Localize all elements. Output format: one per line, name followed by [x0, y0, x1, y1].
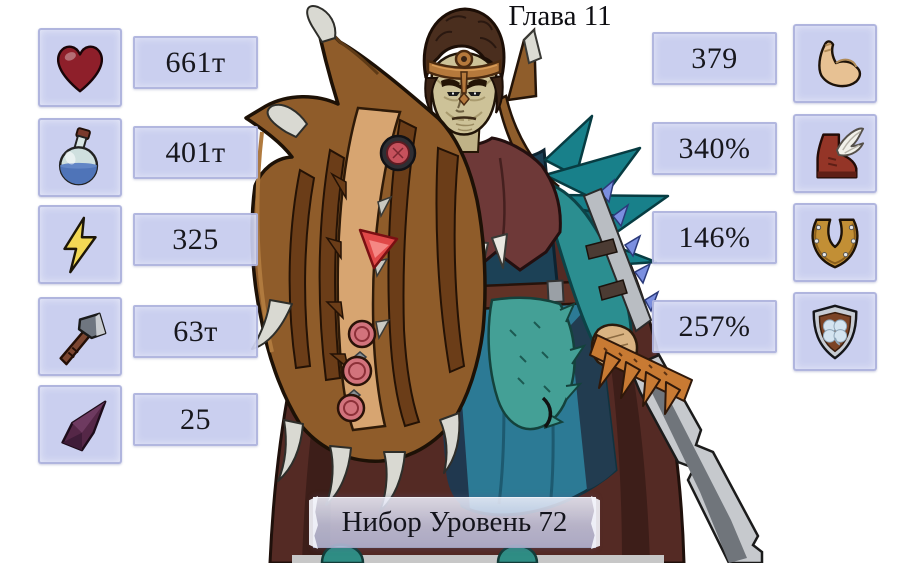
- horseshoe-icon: [811, 218, 859, 268]
- defense-icon-box: [793, 292, 877, 371]
- lightning-icon: [63, 216, 97, 273]
- speed-value: 340%: [652, 122, 777, 175]
- muscle-icon: [818, 39, 862, 87]
- shards-icon-box: [38, 385, 122, 464]
- luck-value: 146%: [652, 211, 777, 264]
- speed-icon-box: [793, 114, 877, 193]
- luck-icon-box: [793, 203, 877, 282]
- character-name-level: Нибор Уровень 72: [341, 506, 568, 538]
- potion-icon: [58, 126, 99, 185]
- energy-icon-box: [38, 205, 122, 284]
- mana-value: 401т: [133, 126, 258, 179]
- shield-clover-icon: [812, 304, 858, 359]
- strength-icon-box: [793, 24, 877, 103]
- health-icon-box: [38, 28, 122, 107]
- health-value: 661т: [133, 36, 258, 89]
- heart-icon: [56, 45, 104, 92]
- defense-value: 257%: [652, 300, 777, 353]
- damage-value: 63т: [133, 305, 258, 358]
- damage-icon-box: [38, 297, 122, 376]
- shards-value: 25: [133, 393, 258, 446]
- winged-boot-icon: [816, 127, 865, 178]
- crystal-icon: [61, 400, 107, 451]
- axe-icon: [59, 312, 107, 365]
- energy-value: 325: [133, 213, 258, 266]
- character-name-banner: Нибор Уровень 72: [313, 497, 596, 548]
- mana-icon-box: [38, 118, 122, 197]
- chapter-title: Глава 11: [508, 0, 612, 32]
- strength-value: 379: [652, 32, 777, 85]
